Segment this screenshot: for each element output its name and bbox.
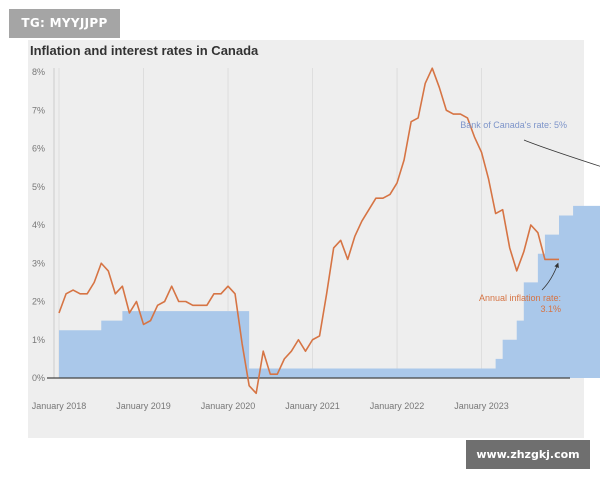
y-tick-label: 4% (32, 220, 45, 230)
inflation-annotation-line: 3.1% (540, 304, 561, 314)
x-tick-label: January 2019 (116, 401, 171, 411)
inflation-annotation: Annual inflation rate: 3.1% (479, 293, 561, 314)
y-tick-label: 7% (32, 105, 45, 115)
inflation-arrow (541, 262, 559, 291)
x-tick-label: January 2018 (32, 401, 87, 411)
inflation-annotation-line: Annual inflation rate: (479, 293, 561, 303)
policy-rate-arrow (523, 139, 600, 167)
policy-rate-area (59, 205, 600, 378)
x-tick-label: January 2022 (370, 401, 425, 411)
chart-title: Inflation and interest rates in Canada (30, 43, 259, 58)
x-tick-label: January 2021 (285, 401, 340, 411)
y-tick-label: 8% (32, 67, 45, 77)
top-left-watermark: TG: MYYJJPP (9, 9, 120, 38)
bottom-right-watermark: www.zhzgkj.com (466, 440, 590, 469)
y-tick-label: 6% (32, 144, 45, 154)
y-tick-label: 1% (32, 335, 45, 345)
x-tick-label: January 2023 (454, 401, 509, 411)
y-tick-label: 3% (32, 258, 45, 268)
y-tick-label: 5% (32, 182, 45, 192)
policy-rate-annotation: Bank of Canada's rate: 5% (460, 120, 567, 130)
y-tick-label: 0% (32, 373, 45, 383)
x-tick-label: January 2020 (201, 401, 256, 411)
inflation-line (58, 67, 559, 395)
y-tick-label: 2% (32, 297, 45, 307)
